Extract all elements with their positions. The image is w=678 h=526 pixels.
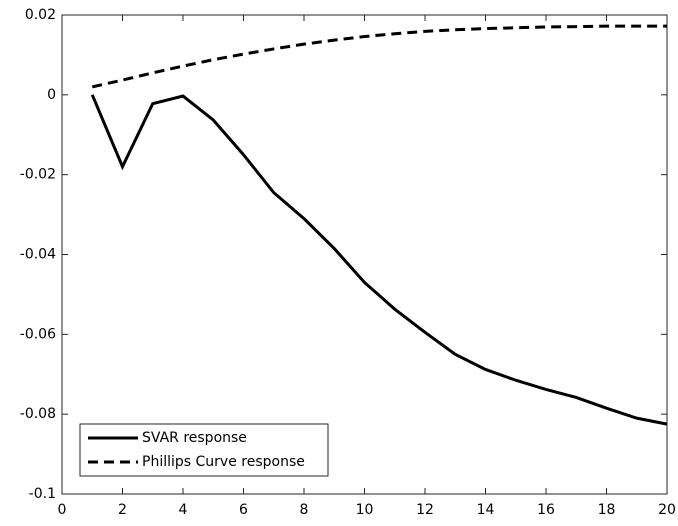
y-tick-label: 0: [47, 87, 56, 103]
x-tick-label: 18: [598, 502, 616, 518]
legend-label: Phillips Curve response: [142, 454, 305, 470]
plot-area: [61, 14, 668, 495]
legend-label: SVAR response: [142, 430, 247, 446]
x-tick-label: 4: [179, 502, 188, 518]
x-tick-label: 14: [477, 502, 495, 518]
x-tick-label: 20: [658, 502, 676, 518]
x-tick-label: 16: [537, 502, 555, 518]
y-tick-label: -0.04: [20, 247, 56, 263]
x-tick-label: 8: [300, 502, 309, 518]
y-tick-label: -0.08: [20, 406, 56, 422]
x-tick-label: 12: [416, 502, 434, 518]
y-tick-label: -0.02: [20, 167, 56, 183]
y-tick-label: -0.1: [29, 486, 56, 502]
x-tick-label: 2: [118, 502, 127, 518]
y-tick-label: -0.06: [20, 326, 56, 342]
y-tick-label: 0.02: [25, 7, 56, 23]
x-tick-label: 10: [356, 502, 374, 518]
legend-box: [79, 423, 329, 477]
x-tick-label: 0: [58, 502, 67, 518]
series-line: [90, 94, 668, 426]
x-tick-label: 6: [239, 502, 248, 518]
series-line: [91, 24, 667, 89]
